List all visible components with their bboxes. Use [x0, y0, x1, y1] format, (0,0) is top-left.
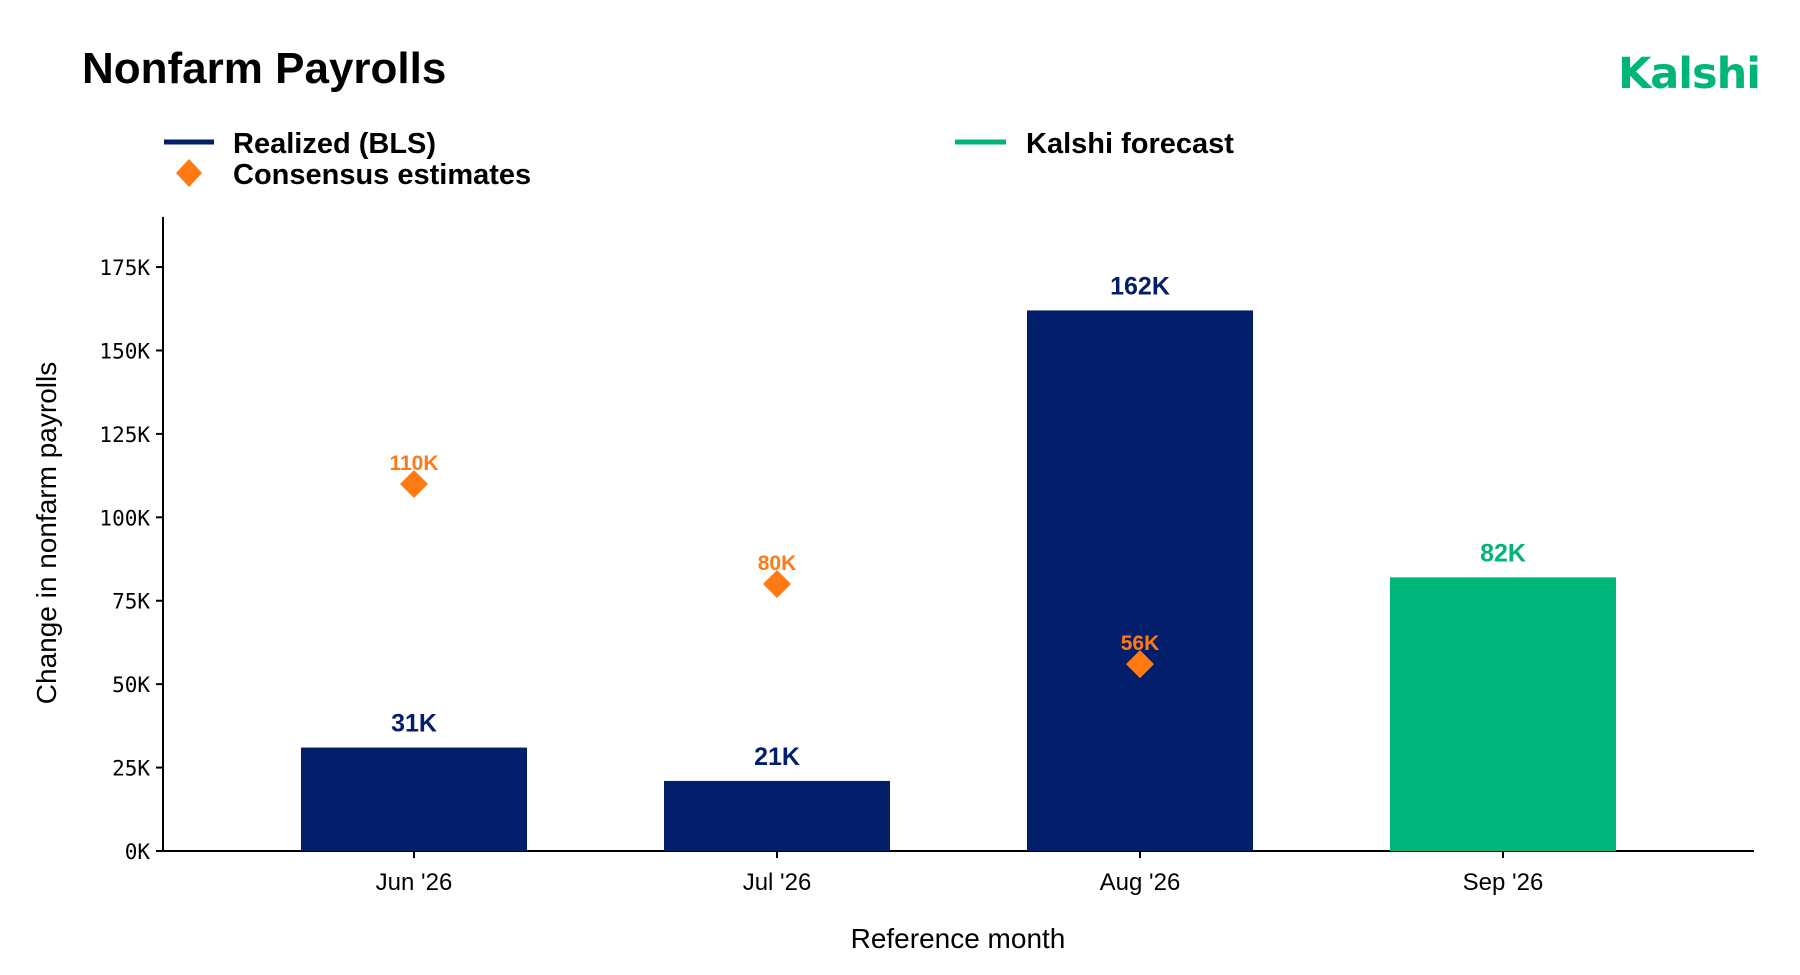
- legend-consensus-label: Consensus estimates: [233, 159, 531, 191]
- realized-bls-bar: [301, 747, 527, 851]
- realized-bls-bar: [1027, 310, 1253, 851]
- consensus-diamond: [400, 469, 428, 498]
- consensus-data-label: 80K: [758, 552, 797, 575]
- legend-forecast-label: Kalshi forecast: [1026, 128, 1234, 160]
- y-tick-label: 175K: [99, 256, 150, 280]
- consensus-data-label: 56K: [1121, 632, 1160, 655]
- y-tick-label: 50K: [112, 673, 150, 697]
- legend-realized-label: Realized (BLS): [233, 128, 436, 160]
- x-tick-label: Aug '26: [1100, 869, 1181, 896]
- y-ticks: 0K 25K 50K 75K 100K 125K 150K 175K: [99, 256, 163, 864]
- legend: Realized (BLS) Consensus estimates Kalsh…: [164, 128, 1234, 191]
- y-tick-label: 0K: [125, 840, 151, 864]
- y-axis-title: Change in nonfarm payrolls: [31, 362, 62, 704]
- consensus-diamond: [1126, 650, 1154, 679]
- kalshi-forecast-bar: [1390, 577, 1616, 851]
- y-tick-label: 125K: [99, 423, 150, 447]
- realized-bls-data-label: 21K: [754, 743, 800, 771]
- kalshi-forecast-data-label: 82K: [1480, 539, 1526, 567]
- realized-bls-bar: [664, 780, 890, 851]
- realized-bls-data-label: 162K: [1110, 272, 1170, 300]
- realized-bls-data-label: 31K: [391, 710, 437, 738]
- y-tick-label: 150K: [99, 339, 150, 363]
- y-tick-label: 25K: [112, 757, 150, 781]
- x-tick-label: Jul '26: [743, 869, 812, 896]
- consensus-markers: 110K 80K 56K: [389, 452, 1160, 679]
- kalshi-logo: Kalshi: [1618, 49, 1760, 99]
- bars: 31K 21K 162K 82K: [301, 272, 1616, 851]
- chart-title: Nonfarm Payrolls: [82, 44, 446, 93]
- y-tick-label: 100K: [99, 506, 150, 530]
- legend-consensus-diamond: [176, 159, 202, 187]
- consensus-data-label: 110K: [389, 452, 438, 475]
- x-axis-title: Reference month: [851, 923, 1066, 954]
- x-tick-label: Jun '26: [376, 869, 453, 896]
- x-ticks: Jun '26 Jul '26 Aug '26 Sep '26: [376, 851, 1544, 896]
- consensus-diamond: [763, 570, 791, 599]
- x-tick-label: Sep '26: [1463, 869, 1544, 896]
- y-tick-label: 75K: [112, 590, 150, 614]
